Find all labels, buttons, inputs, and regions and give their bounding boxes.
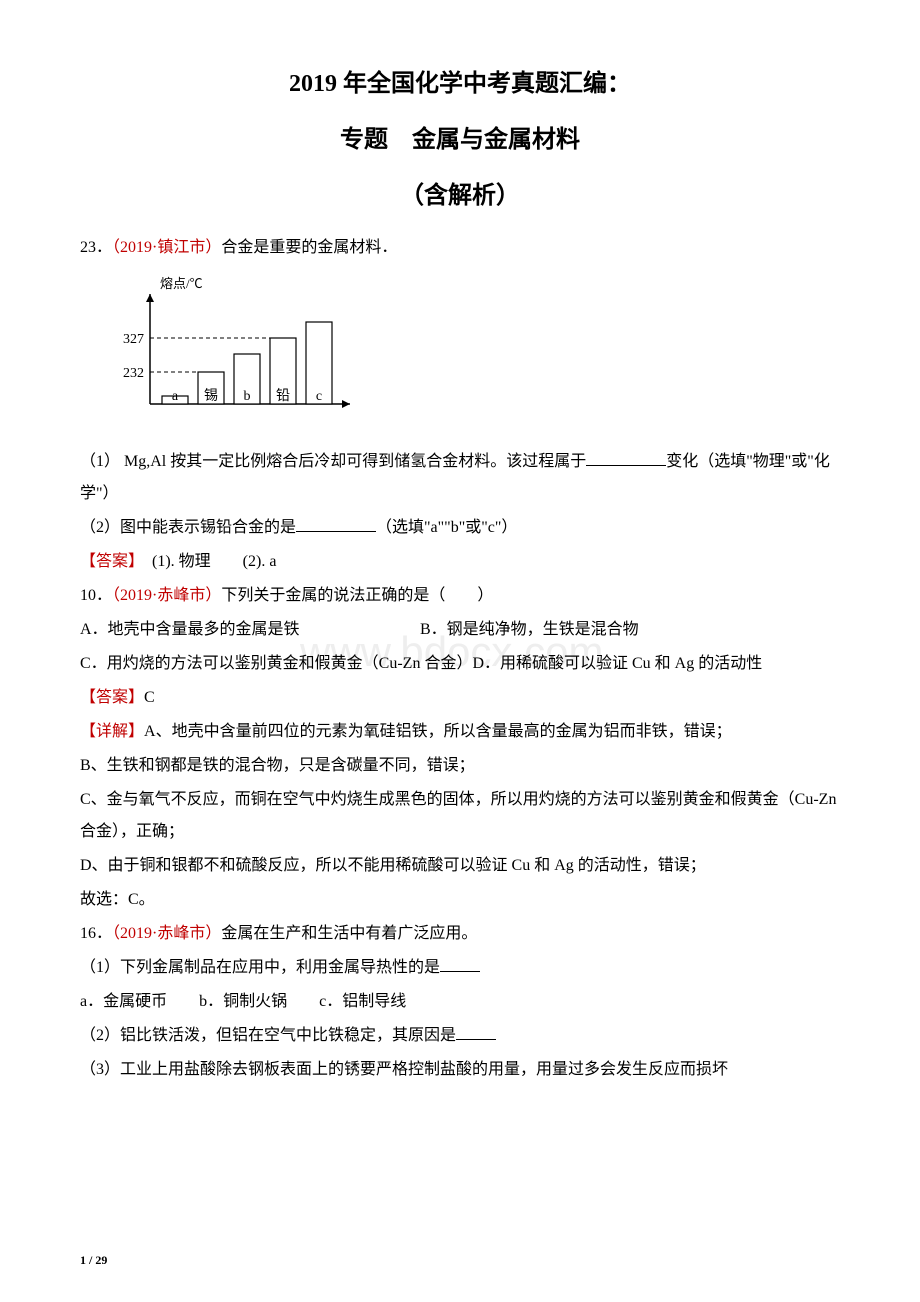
blank: [586, 450, 666, 466]
q23-source: （2019·镇江市）: [112, 239, 221, 256]
q16-part3: （3）工业上用盐酸除去钢板表面上的锈要严格控制盐酸的用量，用量过多会发生反应而损…: [80, 1054, 840, 1086]
q10-optA: A．地壳中含量最多的金属是铁: [80, 614, 420, 646]
svg-text:a: a: [172, 389, 179, 404]
blank: [440, 956, 480, 972]
q10-stem: 下列关于金属的说法正确的是（ ）: [221, 587, 493, 604]
q23-number: 23．: [80, 239, 112, 256]
q23-chart: 熔点/℃ 327 232 a 锡 b 铅 c: [100, 274, 840, 436]
q16-part2: （2）铝比铁活泼，但铝在空气中比铁稳定，其原因是: [80, 1020, 840, 1052]
q10-conclude: 故选：C。: [80, 884, 840, 916]
title-main: 2019 年全国化学中考真题汇编：: [80, 60, 840, 108]
q10-line: 10．（2019·赤峰市）下列关于金属的说法正确的是（ ）: [80, 580, 840, 612]
q16-part1: （1）下列金属制品在应用中，利用金属导热性的是: [80, 952, 840, 984]
q23-part2-a: （2）图中能表示锡铅合金的是: [80, 519, 296, 536]
svg-text:232: 232: [123, 366, 144, 381]
q10-detail-A: 【详解】A、地壳中含量前四位的元素为氧硅铝铁，所以含量最高的金属为铝而非铁，错误…: [80, 716, 840, 748]
svg-text:c: c: [316, 389, 322, 404]
q16-number: 16．: [80, 925, 112, 942]
q10-detailB: B、生铁和钢都是铁的混合物，只是含碳量不同，错误；: [80, 750, 840, 782]
svg-text:b: b: [244, 389, 251, 404]
q10-detailD: D、由于铜和银都不和硫酸反应，所以不能用稀硫酸可以验证 Cu 和 Ag 的活动性…: [80, 850, 840, 882]
q23-intro: 合金是重要的金属材料．: [221, 239, 397, 256]
q16-opts: a．金属硬币 b．铜制火锅 c．铝制导线: [80, 986, 840, 1018]
q23-part2: （2）图中能表示锡铅合金的是 （选填"a""b"或"c"）: [80, 512, 840, 544]
q23-part1: （1） Mg,Al 按其一定比例熔合后冷却可得到储氢合金材料。该过程属于变化（选…: [80, 446, 840, 510]
q10-options-row1: A．地壳中含量最多的金属是铁B．钢是纯净物，生铁是混合物: [80, 614, 840, 646]
q23-part2-b: （选填"a""b"或"c"）: [376, 519, 517, 536]
svg-text:327: 327: [123, 332, 144, 347]
q10-detailA: A、地壳中含量前四位的元素为氧硅铝铁，所以含量最高的金属为铝而非铁，错误；: [144, 723, 732, 740]
title-sub: 专题 金属与金属材料: [80, 116, 840, 164]
q10-source: （2019·赤峰市）: [112, 587, 221, 604]
q10-answer: 【答案】C: [80, 682, 840, 714]
q10-answer-text: C: [144, 689, 155, 706]
q16-part1-text: （1）下列金属制品在应用中，利用金属导热性的是: [80, 959, 440, 976]
detail-label: 【详解】: [80, 723, 144, 740]
q23-part1-a: （1） Mg,Al 按其一定比例熔合后冷却可得到储氢合金材料。该过程属于: [80, 453, 586, 470]
q16-intro: 金属在生产和生活中有着广泛应用。: [221, 925, 477, 942]
answer-label: 【答案】: [80, 553, 136, 570]
q23-answer: 【答案】 (1). 物理 (2). a: [80, 546, 840, 578]
q10-optB: B．钢是纯净物，生铁是混合物: [420, 621, 639, 638]
q10-optCD: C．用灼烧的方法可以鉴别黄金和假黄金（Cu-Zn 合金）D．用稀硫酸可以验证 C…: [80, 648, 840, 680]
q23-line: 23．（2019·镇江市）合金是重要的金属材料．: [80, 232, 840, 264]
q16-part2-text: （2）铝比铁活泼，但铝在空气中比铁稳定，其原因是: [80, 1027, 456, 1044]
q10-number: 10．: [80, 587, 112, 604]
title-paren: （含解析）: [80, 172, 840, 220]
blank: [296, 516, 376, 532]
answer-label: 【答案】: [80, 689, 144, 706]
melting-point-chart: 熔点/℃ 327 232 a 锡 b 铅 c: [100, 274, 360, 424]
blank: [456, 1024, 496, 1040]
q10-detailC: C、金与氧气不反应，而铜在空气中灼烧生成黑色的固体，所以用灼烧的方法可以鉴别黄金…: [80, 784, 840, 848]
svg-text:熔点/℃: 熔点/℃: [160, 276, 203, 291]
svg-text:锡: 锡: [204, 388, 218, 404]
page-number: 1 / 29: [80, 1248, 107, 1272]
q23-answer-text: (1). 物理 (2). a: [136, 553, 276, 570]
svg-text:铅: 铅: [276, 388, 290, 404]
q16-line: 16．（2019·赤峰市）金属在生产和生活中有着广泛应用。: [80, 918, 840, 950]
q16-source: （2019·赤峰市）: [112, 925, 221, 942]
